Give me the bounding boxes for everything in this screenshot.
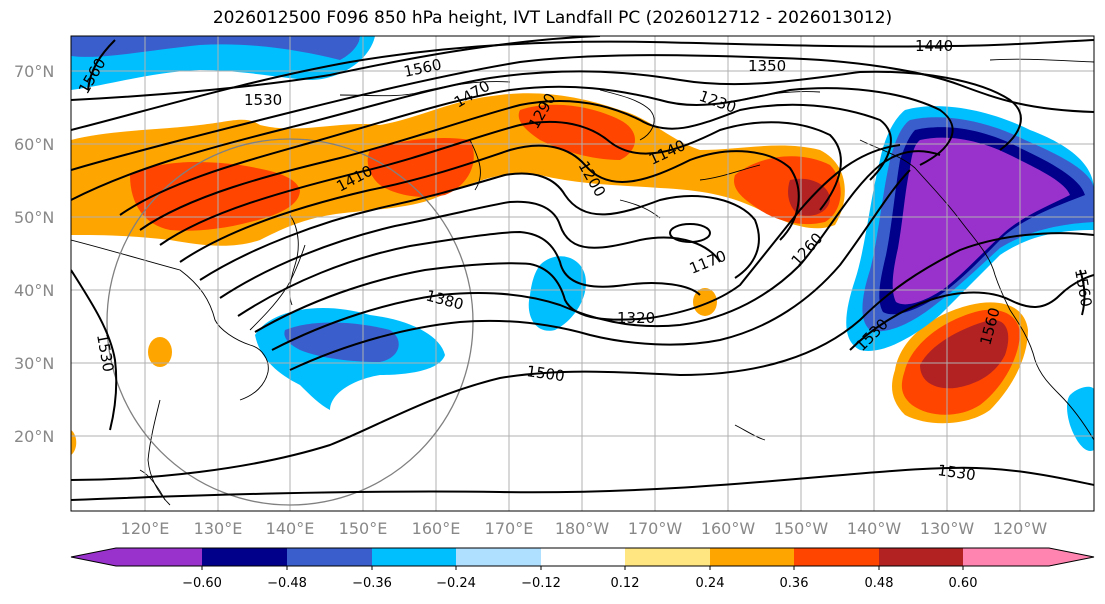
- lon-label: 140°E: [266, 519, 315, 538]
- contour-label: 1530: [936, 461, 976, 484]
- colorbar-ticks: [201, 566, 964, 570]
- lon-label: 120°E: [121, 519, 170, 538]
- colorbar-cell: [794, 548, 879, 566]
- lon-label: 150°W: [774, 519, 829, 538]
- ivt-negative-dateline: [528, 256, 586, 331]
- colorbar-tick-label: −0.48: [267, 576, 307, 591]
- lat-label: 50°N: [14, 208, 54, 227]
- lat-label: 60°N: [14, 135, 54, 154]
- contour-label: 1350: [748, 57, 786, 75]
- contour-label: 1440: [915, 37, 953, 55]
- lat-label: 40°N: [14, 281, 54, 300]
- colorbar: −0.60 −0.48 −0.36 −0.24 −0.12 0.12 0.24 …: [70, 547, 1095, 591]
- ivt-darkred-california: [920, 319, 1009, 389]
- map-frame: [70, 35, 1095, 512]
- colorbar-tick-label: 0.60: [949, 576, 978, 591]
- colorbar-tick-label: −0.36: [352, 576, 392, 591]
- colorbar-cell: [287, 548, 372, 566]
- lat-label: 20°N: [14, 427, 54, 446]
- ivt-negative-arctic-light: [71, 36, 375, 90]
- colorbar-cell: [963, 548, 1049, 566]
- contour-label: 1500: [525, 362, 565, 385]
- ivt-red-center: [367, 138, 474, 197]
- lat-label: 30°N: [14, 354, 54, 373]
- contour-label: 1320: [617, 309, 655, 327]
- lon-label: 130°E: [194, 519, 243, 538]
- lon-label: 160°W: [701, 519, 756, 538]
- colorbar-cell: [202, 548, 287, 566]
- colorbar-cell: [116, 548, 202, 566]
- gridlines: [71, 36, 1094, 511]
- colorbar-cell: [1049, 548, 1094, 566]
- longitude-labels: 120°E 130°E 140°E 150°E 160°E 170°E 180°…: [121, 519, 1048, 538]
- colorbar-cell: [710, 548, 794, 566]
- lon-label: 170°W: [628, 519, 683, 538]
- colorbar-tick-label: 0.48: [865, 576, 894, 591]
- colorbar-cell: [541, 548, 625, 566]
- ivt-negative-japan-mid: [284, 322, 399, 362]
- colorbar-tick-label: 0.36: [780, 576, 809, 591]
- lon-label: 130°W: [920, 519, 975, 538]
- coastlines: [71, 58, 1094, 506]
- lon-label: 160°E: [412, 519, 461, 538]
- colorbar-tick-label: −0.12: [521, 576, 561, 591]
- ivt-spot-west: [148, 337, 172, 367]
- ivt-red-north: [518, 104, 635, 160]
- colorbar-tick-label: −0.24: [436, 576, 476, 591]
- latitude-labels: 70°N 60°N 50°N 40°N 30°N 20°N: [14, 62, 54, 446]
- lon-label: 150°E: [339, 519, 388, 538]
- colorbar-tick-label: 0.24: [696, 576, 725, 591]
- lon-label: 120°W: [993, 519, 1048, 538]
- contour-label: 1530: [244, 91, 282, 109]
- colorbar-outline: [70, 547, 1095, 567]
- colorbar-tick-label: 0.12: [611, 576, 640, 591]
- colorbar-cell: [625, 548, 710, 566]
- contour-label: 1560: [1071, 268, 1095, 309]
- lon-label: 140°W: [847, 519, 902, 538]
- lat-label: 70°N: [14, 62, 54, 81]
- map-title: 2026012500 F096 850 hPa height, IVT Land…: [212, 8, 893, 28]
- colorbar-cell: [372, 548, 456, 566]
- map-panel: 1440 1560 1350 1470 1230 1530 1290 1140 …: [71, 36, 1095, 511]
- lon-label: 170°E: [485, 519, 534, 538]
- colorbar-cell: [456, 548, 541, 566]
- colorbar-tick-label: −0.60: [182, 576, 222, 591]
- colorbar-cell: [71, 548, 116, 566]
- lon-label: 180°W: [555, 519, 610, 538]
- height-contours: [71, 36, 1094, 501]
- colorbar-cell: [879, 548, 963, 566]
